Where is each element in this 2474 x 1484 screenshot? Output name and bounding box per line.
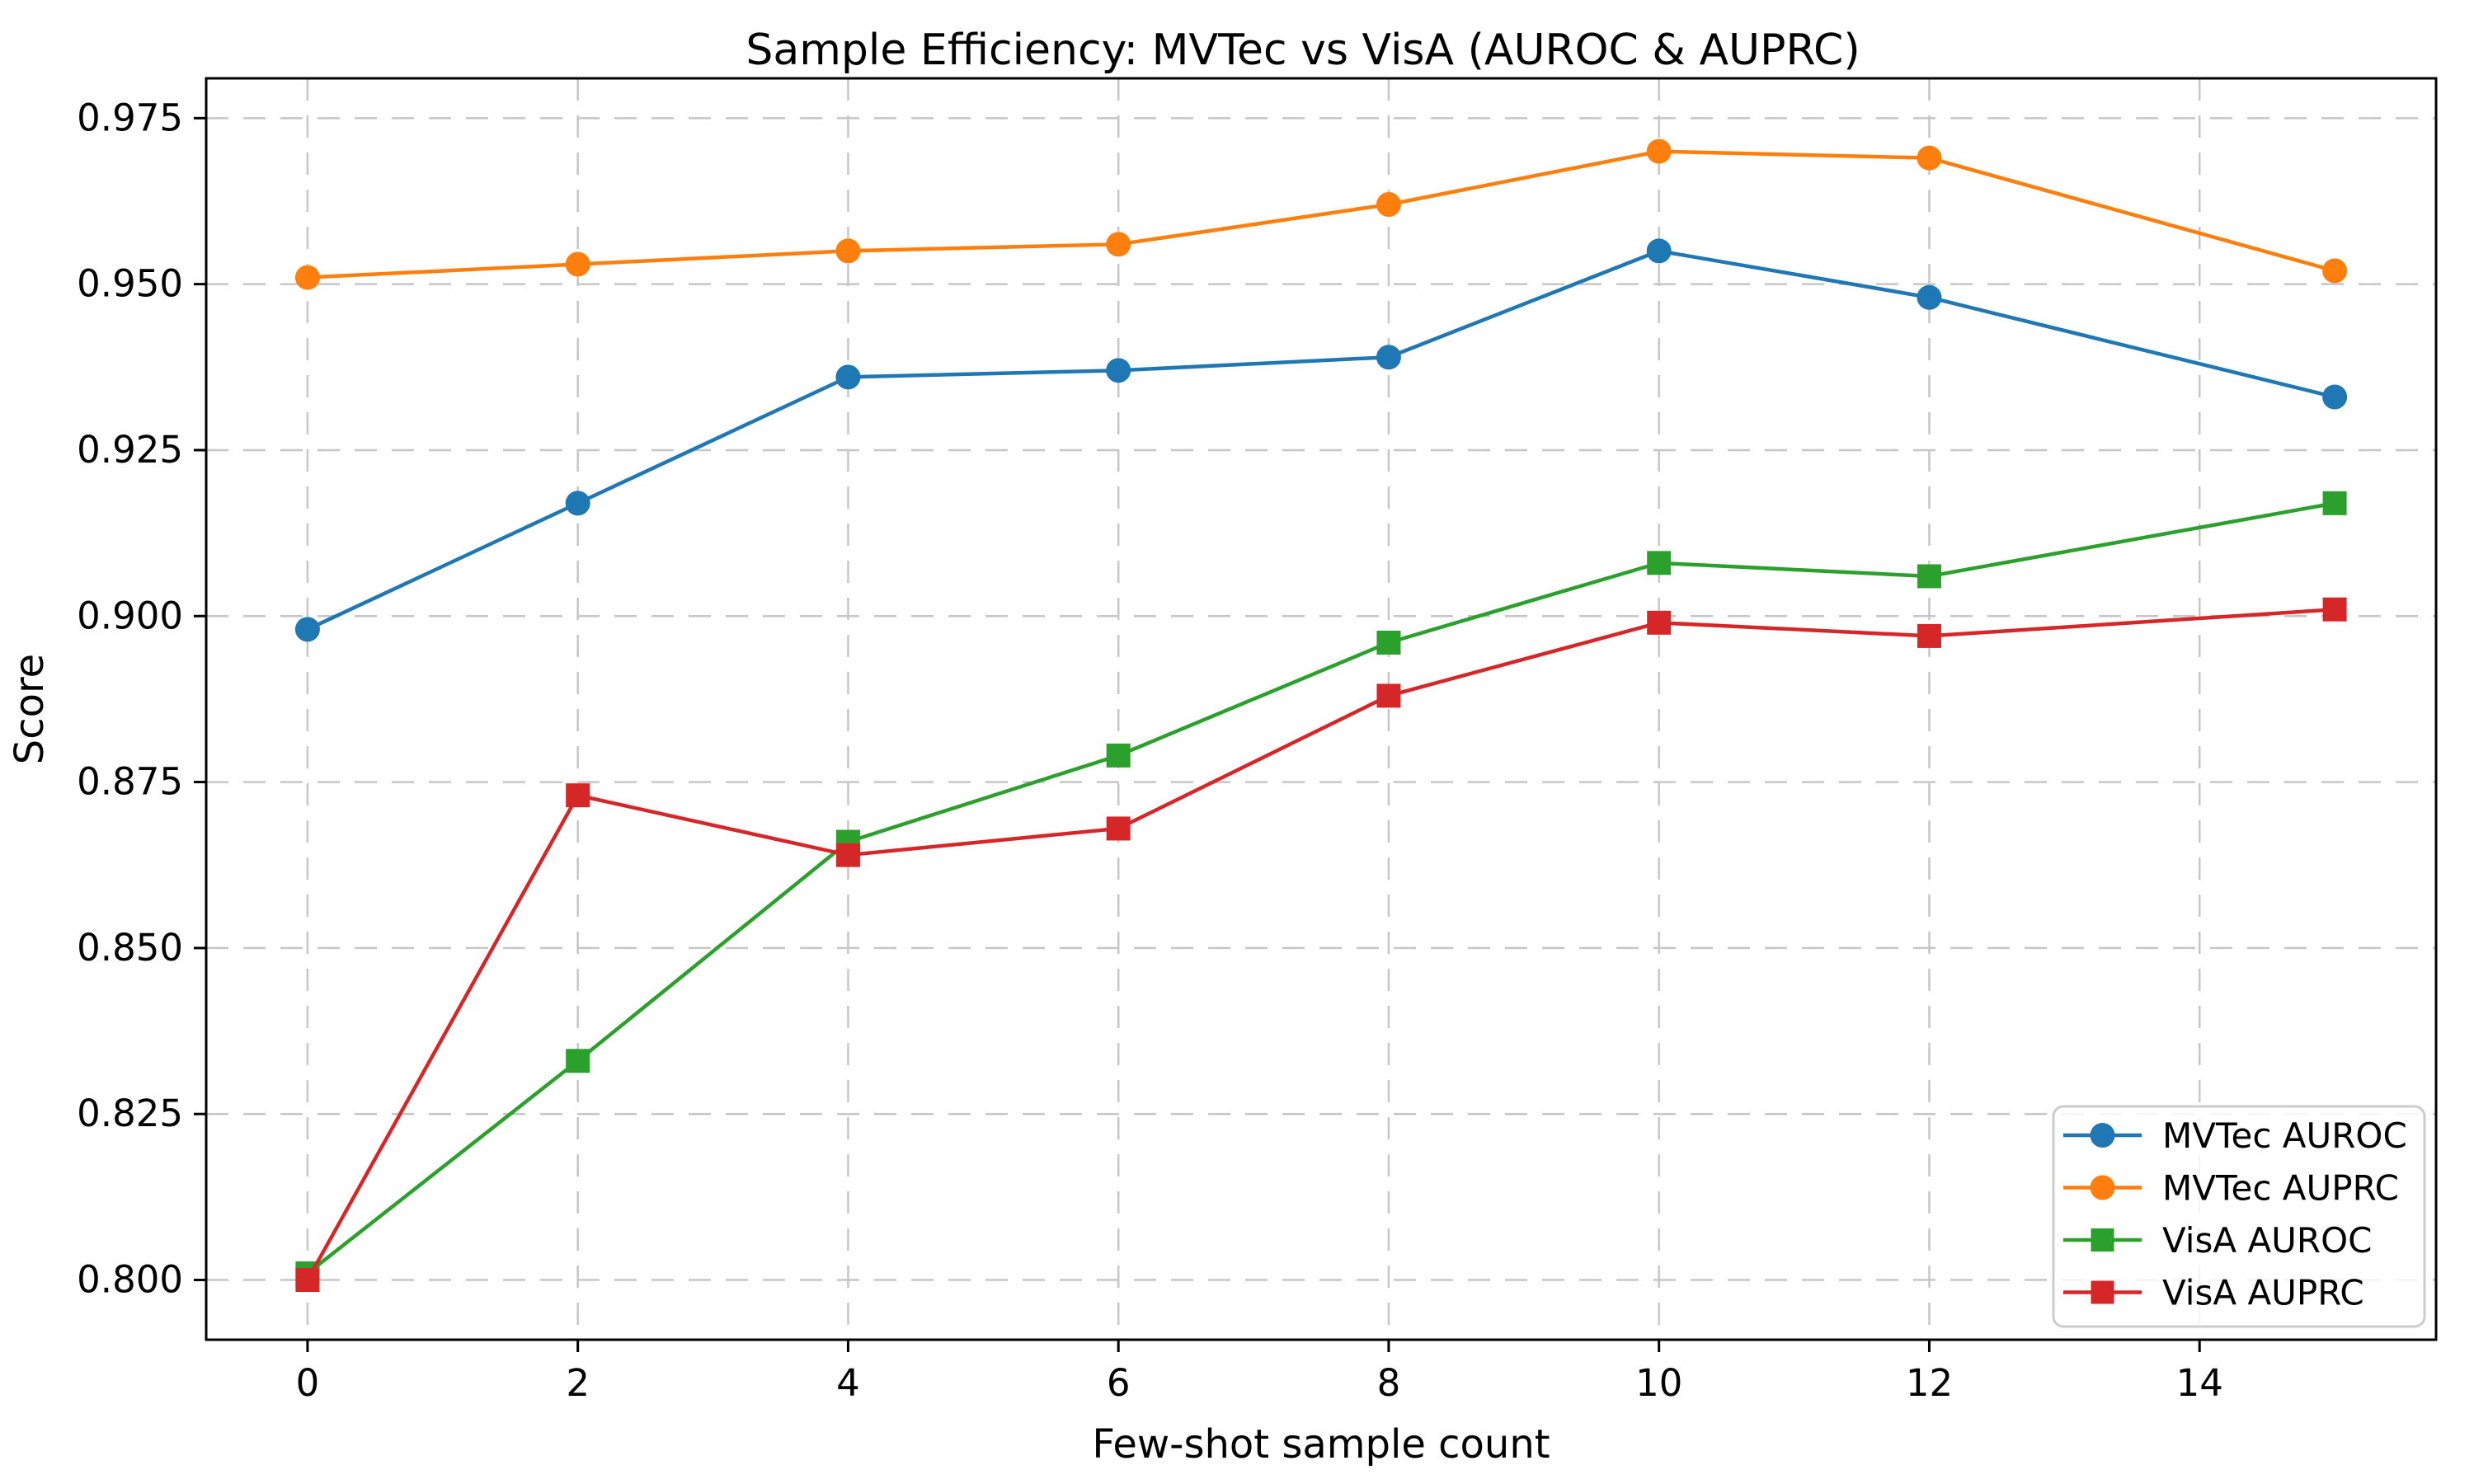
data-point-visa-auprc: [2322, 597, 2347, 622]
x-tick-label: 10: [1635, 1361, 1682, 1405]
data-point-mvtec-auprc: [835, 238, 861, 264]
series-line-visa-auprc: [305, 607, 2335, 1281]
series-line-mvtec-auprc: [307, 149, 2335, 279]
data-point-mvtec-auprc: [1376, 192, 1401, 217]
data-point-visa-auroc: [1376, 630, 1401, 655]
data-point-mvtec-auroc: [835, 364, 861, 390]
series-line-visa-auroc: [306, 501, 2335, 1275]
data-point-visa-auprc: [566, 783, 590, 808]
legend-label-visa-auprc: VisA AUPRC: [2162, 1273, 2364, 1313]
data-point-visa-auprc: [1106, 816, 1131, 841]
legend-marker-mvtec-auprc: [2090, 1175, 2115, 1200]
data-point-mvtec-auroc: [1917, 284, 1942, 310]
legend-marker-visa-auprc: [2091, 1280, 2114, 1304]
data-point-visa-auprc: [295, 1268, 320, 1293]
data-point-mvtec-auprc: [1917, 145, 1942, 171]
x-tick-label: 4: [836, 1361, 860, 1405]
data-point-mvtec-auroc: [565, 491, 590, 516]
grid-layer: [206, 78, 2436, 1340]
data-point-visa-auroc: [1917, 564, 1941, 589]
legend-marker-visa-auroc: [2091, 1228, 2114, 1252]
data-point-mvtec-auroc: [2322, 384, 2348, 410]
data-point-visa-auprc: [835, 843, 860, 867]
x-tick-label: 14: [2176, 1361, 2223, 1405]
data-point-visa-auroc: [566, 1049, 590, 1073]
chart-title: Sample Efficiency: MVTec vs VisA (AUROC …: [745, 26, 1860, 75]
y-tick-label: 0.800: [77, 1258, 183, 1302]
data-point-mvtec-auprc: [565, 251, 590, 277]
data-point-mvtec-auroc: [294, 617, 320, 642]
y-tick-label: 0.900: [77, 594, 183, 637]
data-point-mvtec-auprc: [294, 265, 320, 290]
x-tick-label: 0: [296, 1361, 320, 1405]
y-tick-label: 0.975: [77, 96, 183, 139]
data-point-mvtec-auprc: [1106, 232, 1131, 257]
legend-label-visa-auroc: VisA AUROC: [2162, 1220, 2372, 1261]
series-layer: [294, 139, 2348, 1293]
data-point-visa-auroc: [1647, 551, 1672, 575]
legend-box: [2052, 1105, 2426, 1328]
x-tick-label: 8: [1377, 1361, 1401, 1405]
data-point-visa-auprc: [1376, 683, 1401, 708]
spine-layer: [205, 77, 2438, 1341]
legend-marker-mvtec-auroc: [2090, 1123, 2115, 1148]
plot-border: [205, 77, 2438, 1341]
x-axis-label: Few-shot sample count: [1092, 1421, 1550, 1468]
legend-label-mvtec-auroc: MVTec AUROC: [2162, 1115, 2407, 1156]
data-point-mvtec-auroc: [1376, 345, 1401, 370]
tick-layer: 0.800 0.825 0.850 0.875 0.900 0.925 0.950 0.975…: [77, 96, 2223, 1405]
y-axis-label: Score: [7, 654, 53, 764]
y-tick-label: 0.825: [77, 1092, 183, 1135]
legend: MVTec AUROC MVTec AUPRC VisA AUROC VisA AUP…: [2052, 1105, 2426, 1328]
series-line-mvtec-auroc: [306, 249, 2335, 632]
x-tick-label: 12: [1906, 1361, 1953, 1405]
y-tick-label: 0.925: [77, 428, 183, 472]
y-tick-label: 0.875: [77, 760, 183, 804]
legend-label-mvtec-auprc: MVTec AUPRC: [2162, 1168, 2399, 1209]
data-point-mvtec-auprc: [2322, 258, 2348, 284]
data-point-mvtec-auroc: [1106, 358, 1131, 383]
x-tick-label: 2: [566, 1361, 590, 1405]
data-point-mvtec-auroc: [1646, 238, 1672, 264]
x-tick-label: 6: [1107, 1361, 1131, 1405]
data-point-mvtec-auprc: [1646, 139, 1672, 164]
data-point-visa-auroc: [1106, 743, 1131, 768]
data-point-visa-auprc: [1647, 610, 1672, 635]
data-point-visa-auprc: [1917, 623, 1941, 648]
y-tick-label: 0.850: [77, 926, 183, 970]
data-point-visa-auroc: [2322, 491, 2347, 515]
y-tick-label: 0.950: [77, 262, 183, 306]
